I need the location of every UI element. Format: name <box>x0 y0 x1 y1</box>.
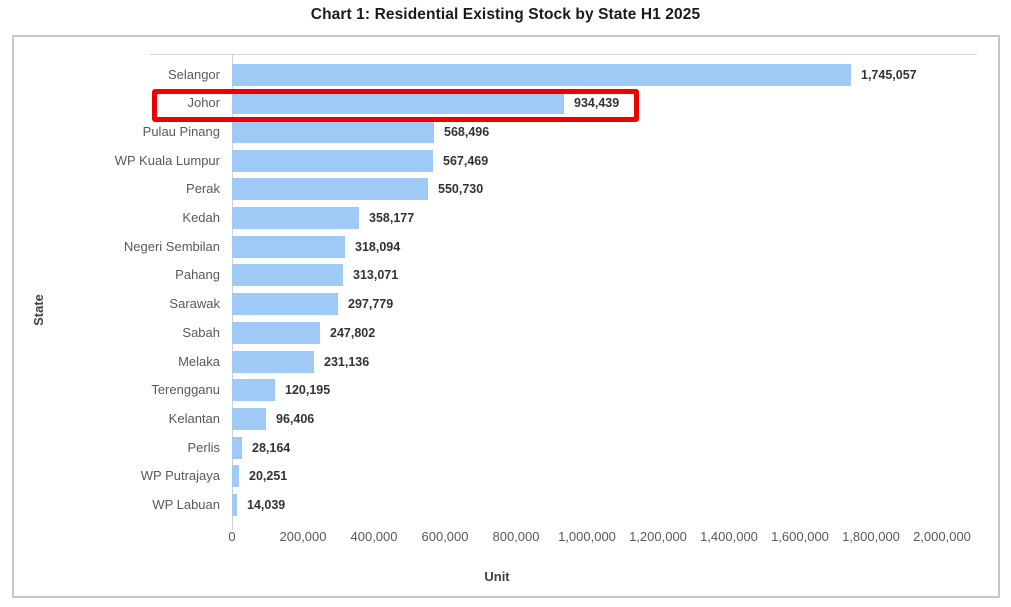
bar-row: Selangor 1,745,057 <box>14 63 998 86</box>
value-label: 231,136 <box>324 354 370 369</box>
bar-row: WP Kuala Lumpur 567,469 <box>14 149 998 172</box>
x-tick-label: 800,000 <box>492 529 540 544</box>
bar <box>232 235 345 258</box>
bar <box>232 407 266 430</box>
value-label: 120,195 <box>285 383 331 398</box>
category-label: Perak <box>186 181 220 197</box>
plot-area-top-border <box>150 54 977 55</box>
bar-row: Kedah 358,177 <box>14 207 998 229</box>
x-tick-label: 2,000,000 <box>913 529 971 544</box>
x-tick-label: 0 <box>228 529 236 544</box>
chart-area: Selangor 1,745,057 Johor 934,439 Pulau Pinan… <box>12 35 1000 598</box>
bar <box>232 149 433 172</box>
value-label: 318,094 <box>355 239 401 254</box>
bar <box>232 63 851 86</box>
value-label: 20,251 <box>249 469 288 484</box>
x-tick-label: 200,000 <box>279 529 327 544</box>
category-label: WP Kuala Lumpur <box>114 152 220 168</box>
x-tick-label: 1,200,000 <box>629 529 687 544</box>
highlight-box-johor <box>152 89 639 122</box>
bar <box>232 207 359 229</box>
value-label: 358,177 <box>369 211 415 225</box>
category-label: Terengganu <box>151 382 220 398</box>
category-label: Negeri Sembilan <box>123 238 220 254</box>
value-label: 550,730 <box>438 182 484 197</box>
bar-row: Sarawak 297,779 <box>14 293 998 316</box>
bar <box>232 120 434 143</box>
x-tick-label: 1,000,000 <box>558 529 616 544</box>
bar <box>232 178 428 201</box>
category-label: Selangor <box>167 66 220 82</box>
value-label: 1,745,057 <box>861 67 917 82</box>
category-label: Kelantan <box>168 410 220 426</box>
value-label: 247,802 <box>330 325 376 340</box>
bar-row: Pulau Pinang 568,496 <box>14 120 998 143</box>
bar <box>232 264 343 287</box>
category-label: Johor <box>187 95 220 111</box>
category-label: WP Putrajaya <box>140 468 220 484</box>
chart-title: Chart 1: Residential Existing Stock by S… <box>310 6 701 23</box>
value-label: 934,439 <box>574 96 620 111</box>
bar-row: Melaka 231,136 <box>14 350 998 373</box>
bar-row: Kelantan 96,406 <box>14 407 998 430</box>
category-label: Pahang <box>175 267 220 283</box>
bar-row: Pahang 313,071 <box>14 264 998 287</box>
category-label: Pulau Pinang <box>142 123 220 139</box>
bar-row: Perak 550,730 <box>14 178 998 201</box>
category-label: Melaka <box>178 353 220 369</box>
bar-row: Negeri Sembilan 318,094 <box>14 235 998 258</box>
value-label: 313,071 <box>353 268 399 283</box>
x-tick-label: 1,400,000 <box>700 529 758 544</box>
category-label: Sarawak <box>169 296 220 312</box>
value-label: 297,779 <box>348 297 394 312</box>
bar <box>232 92 564 115</box>
x-tick-label: 600,000 <box>421 529 469 544</box>
y-axis-title: State <box>31 294 46 326</box>
value-label: 568,496 <box>444 124 490 139</box>
x-tick-label: 1,600,000 <box>771 529 829 544</box>
bar-row: WP Labuan 14,039 <box>14 494 998 516</box>
bar-row: WP Putrajaya 20,251 <box>14 465 998 488</box>
bar <box>232 379 275 402</box>
bar <box>232 494 237 516</box>
bar <box>232 465 239 488</box>
bar <box>232 350 314 373</box>
y-axis-line <box>232 54 233 530</box>
value-label: 28,164 <box>252 440 291 455</box>
x-tick-label: 1,800,000 <box>842 529 900 544</box>
bar <box>232 436 242 459</box>
x-tick-label: 400,000 <box>350 529 398 544</box>
category-label: WP Labuan <box>152 497 220 512</box>
category-label: Perlis <box>187 439 220 455</box>
bar-row: Terengganu 120,195 <box>14 379 998 402</box>
bar <box>232 321 320 344</box>
category-label: Kedah <box>182 210 220 225</box>
value-label: 567,469 <box>443 153 489 168</box>
bar <box>232 293 338 316</box>
category-label: Sabah <box>182 324 220 340</box>
value-label: 14,039 <box>247 498 286 512</box>
x-axis-title: Unit <box>484 569 510 584</box>
bar-row: Perlis 28,164 <box>14 436 998 459</box>
bar-row: Johor 934,439 <box>14 92 998 115</box>
bar-row: Sabah 247,802 <box>14 321 998 344</box>
value-label: 96,406 <box>276 411 315 426</box>
